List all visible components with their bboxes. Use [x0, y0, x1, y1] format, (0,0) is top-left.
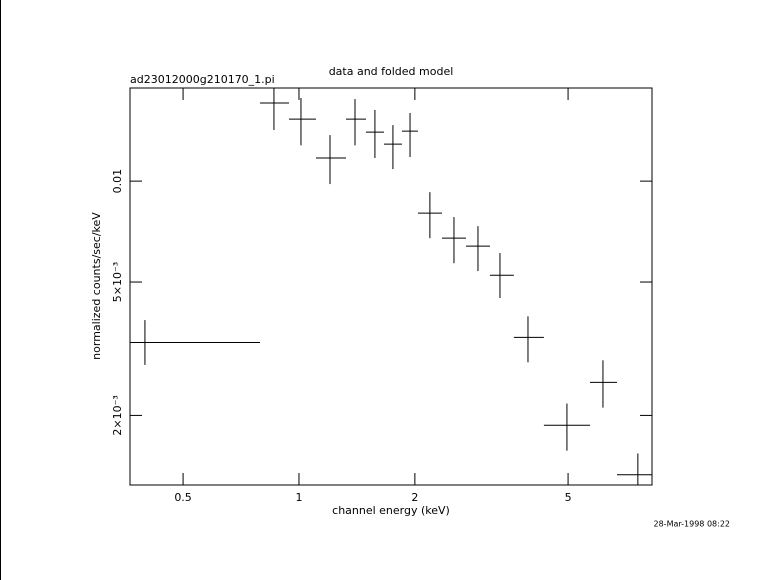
plot-area — [130, 88, 652, 485]
x-tick-label: 0.5 — [174, 491, 192, 504]
x-tick-label: 2 — [411, 491, 418, 504]
plot-frame — [129, 87, 653, 486]
y-tick-label: 0.01 — [111, 169, 124, 194]
chart-title: data and folded model — [329, 65, 454, 78]
timestamp: 28-Mar-1998 08:22 — [654, 520, 731, 529]
x-tick-label: 5 — [565, 491, 572, 504]
y-axis-label: normalized counts/sec/keV — [90, 212, 103, 360]
x-axis-label: channel energy (keV) — [332, 504, 450, 517]
y-tick-label: 2×10⁻³ — [111, 395, 124, 435]
chart-subtitle: ad23012000g210170_1.pi — [130, 73, 275, 86]
y-tick-label: 5×10⁻³ — [111, 262, 124, 302]
x-tick-label: 1 — [295, 491, 302, 504]
